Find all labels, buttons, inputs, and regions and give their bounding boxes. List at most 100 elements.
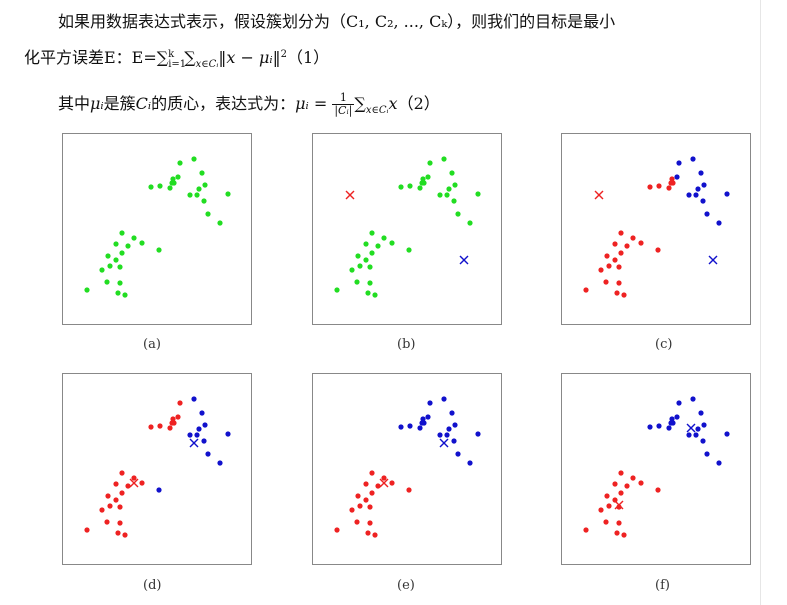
data-point xyxy=(354,519,360,525)
data-point xyxy=(676,400,682,406)
data-point xyxy=(398,424,404,430)
scatter-panel-f xyxy=(561,373,751,565)
line3-mid2: 的质心，表达式为： xyxy=(151,94,296,113)
data-point xyxy=(695,426,701,432)
data-point xyxy=(113,241,119,247)
data-point xyxy=(455,211,461,217)
data-point xyxy=(716,220,722,226)
data-point xyxy=(199,170,205,176)
data-point xyxy=(170,416,176,422)
data-point xyxy=(666,185,672,191)
data-point xyxy=(107,263,113,269)
data-point xyxy=(407,183,413,189)
data-point xyxy=(407,423,413,429)
data-point xyxy=(441,156,447,162)
data-point xyxy=(624,483,630,489)
data-point xyxy=(113,257,119,263)
fraction-numerator: 1 xyxy=(332,92,355,105)
data-point xyxy=(125,483,131,489)
data-point xyxy=(202,422,208,428)
data-point xyxy=(187,432,193,438)
data-point xyxy=(606,263,612,269)
data-point xyxy=(117,504,123,510)
data-point xyxy=(444,432,450,438)
data-point xyxy=(669,416,675,422)
data-point xyxy=(455,451,461,457)
data-point xyxy=(666,425,672,431)
data-point xyxy=(668,180,674,186)
data-point xyxy=(612,497,618,503)
panel-frame xyxy=(312,133,502,325)
data-point xyxy=(701,182,707,188)
data-point xyxy=(700,438,706,444)
data-point xyxy=(583,287,589,293)
data-point xyxy=(444,192,450,198)
data-point xyxy=(201,438,207,444)
data-point xyxy=(187,192,193,198)
panel-frame xyxy=(62,133,252,325)
data-point xyxy=(724,431,730,437)
data-point xyxy=(369,490,375,496)
data-point xyxy=(177,160,183,166)
data-point xyxy=(369,250,375,256)
data-point xyxy=(419,180,425,186)
data-point xyxy=(655,247,661,253)
data-point xyxy=(638,480,644,486)
caption-c: (c) xyxy=(655,337,673,352)
data-point xyxy=(225,431,231,437)
data-point xyxy=(451,198,457,204)
data-point xyxy=(647,184,653,190)
data-point xyxy=(614,290,620,296)
sum-symbol-3: ∑ xyxy=(354,94,366,113)
data-point xyxy=(624,243,630,249)
data-point xyxy=(105,493,111,499)
data-point xyxy=(686,192,692,198)
data-point xyxy=(612,241,618,247)
data-point xyxy=(157,423,163,429)
data-point xyxy=(201,198,207,204)
data-point xyxy=(334,287,340,293)
data-point xyxy=(355,493,361,499)
data-point xyxy=(205,211,211,217)
data-point xyxy=(425,174,431,180)
data-point xyxy=(363,497,369,503)
data-point xyxy=(194,192,200,198)
data-point xyxy=(334,527,340,533)
data-point xyxy=(693,432,699,438)
data-point xyxy=(122,292,128,298)
data-point xyxy=(724,191,730,197)
data-point xyxy=(175,414,181,420)
data-point xyxy=(104,519,110,525)
data-point xyxy=(117,264,123,270)
data-point xyxy=(156,487,162,493)
data-point xyxy=(177,400,183,406)
data-point xyxy=(367,280,373,286)
data-point xyxy=(167,425,173,431)
data-point xyxy=(604,493,610,499)
data-point xyxy=(690,156,696,162)
data-point xyxy=(698,170,704,176)
sum1-sup: k xyxy=(168,49,175,60)
scatter-panel-a xyxy=(62,133,252,325)
data-point xyxy=(381,235,387,241)
data-point xyxy=(698,410,704,416)
fraction-denominator: |Cᵢ| xyxy=(334,104,353,117)
data-point xyxy=(630,235,636,241)
formula-line-1: 如果用数据表达式表示，假设簇划分为（C₁, C₂, ..., Cₖ），则我们的目… xyxy=(58,8,615,32)
data-point xyxy=(119,250,125,256)
data-point xyxy=(583,527,589,533)
data-point xyxy=(357,263,363,269)
data-point xyxy=(156,247,162,253)
data-point xyxy=(365,530,371,536)
data-point xyxy=(603,519,609,525)
formula-line-2: 化平方误差E：E=∑i=1k ∑x∈Cᵢ‖x − μᵢ‖2（1） xyxy=(24,44,329,70)
data-point xyxy=(202,182,208,188)
data-point xyxy=(621,532,627,538)
data-point xyxy=(225,191,231,197)
data-point xyxy=(119,230,125,236)
data-point xyxy=(99,267,105,273)
data-point xyxy=(217,460,223,466)
data-point xyxy=(427,400,433,406)
data-point xyxy=(398,184,404,190)
data-point xyxy=(701,422,707,428)
